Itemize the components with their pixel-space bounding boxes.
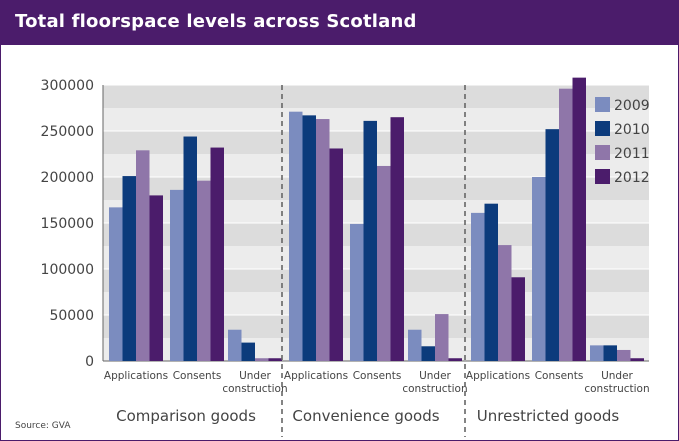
category-label: Applications xyxy=(284,370,348,382)
chart-title: Total floorspace levels across Scotland xyxy=(15,11,417,32)
y-tick-label: 300000 xyxy=(41,78,94,94)
category-label: construction xyxy=(222,383,287,395)
bar xyxy=(228,329,242,361)
bar xyxy=(471,212,485,361)
legend-label: 2012 xyxy=(614,170,650,186)
bar xyxy=(210,147,224,361)
legend-swatch xyxy=(595,121,610,136)
bar xyxy=(590,345,604,361)
category-label: Consents xyxy=(173,370,222,382)
bar xyxy=(408,329,422,361)
group-label: Comparison goods xyxy=(116,407,256,425)
bar xyxy=(572,77,586,361)
bar xyxy=(448,358,462,361)
source-note: Source: GVA xyxy=(15,421,71,431)
bar xyxy=(149,195,163,361)
category-label: Applications xyxy=(104,370,168,382)
bar xyxy=(122,176,136,361)
bar xyxy=(197,180,211,361)
category-label: construction xyxy=(584,383,649,395)
legend-swatch xyxy=(595,97,610,112)
bar xyxy=(511,277,525,361)
category-label: Under xyxy=(239,370,271,382)
category-label: Under xyxy=(419,370,451,382)
legend-swatch xyxy=(595,169,610,184)
grid-band xyxy=(103,108,649,131)
legend-label: 2010 xyxy=(614,122,650,138)
bar xyxy=(268,358,282,361)
grid-band xyxy=(103,85,649,108)
legend-label: 2011 xyxy=(614,146,650,162)
bar xyxy=(255,358,269,361)
category-label: construction xyxy=(402,383,467,395)
bar xyxy=(617,349,631,361)
title-bar: Total floorspace levels across Scotland xyxy=(1,1,678,45)
bar xyxy=(532,177,546,361)
bar xyxy=(329,148,343,361)
bar xyxy=(630,358,644,361)
bar xyxy=(484,203,498,361)
y-tick-label: 0 xyxy=(85,354,94,370)
bar xyxy=(377,165,391,361)
bar xyxy=(350,223,364,361)
y-tick-label: 150000 xyxy=(41,216,94,232)
bar xyxy=(545,129,559,361)
bar xyxy=(302,115,316,361)
group-label: Convenience goods xyxy=(292,407,439,425)
bar xyxy=(109,207,123,361)
bar xyxy=(136,150,150,361)
y-tick-label: 100000 xyxy=(41,262,94,278)
bar xyxy=(390,117,404,361)
y-tick-label: 200000 xyxy=(41,170,94,186)
bar xyxy=(289,111,303,362)
legend-swatch xyxy=(595,145,610,160)
bar xyxy=(603,345,617,361)
bar xyxy=(170,189,184,361)
bar xyxy=(363,120,377,361)
category-label: Under xyxy=(601,370,633,382)
bar xyxy=(559,88,573,362)
bar xyxy=(435,314,449,361)
bar xyxy=(498,245,512,361)
legend-label: 2009 xyxy=(614,98,650,114)
bar xyxy=(316,119,330,361)
category-label: Consents xyxy=(353,370,402,382)
category-label: Applications xyxy=(466,370,530,382)
bar xyxy=(421,346,435,361)
y-tick-label: 250000 xyxy=(41,124,94,140)
bar xyxy=(241,342,255,361)
bar xyxy=(183,136,197,361)
y-tick-label: 50000 xyxy=(49,308,94,324)
group-label: Unrestricted goods xyxy=(477,407,620,425)
category-label: Consents xyxy=(535,370,584,382)
